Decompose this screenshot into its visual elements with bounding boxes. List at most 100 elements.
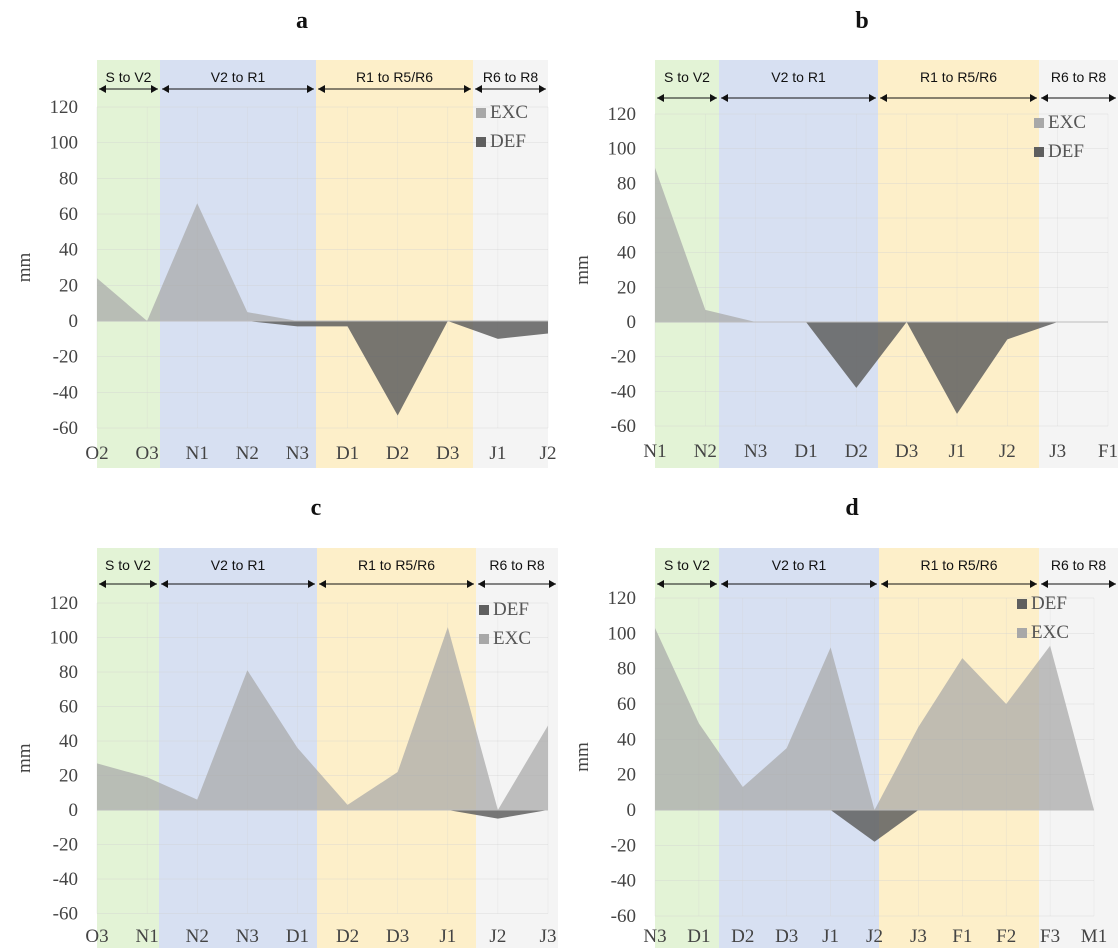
panel-letter: a [296,8,308,34]
x-tick-label: D2 [845,441,868,462]
data-point-exc [296,747,298,749]
stage-arrowhead-right [710,580,717,588]
data-point-exc [547,724,549,726]
data-point-exc [96,762,98,764]
x-tick-label: J2 [866,926,883,947]
data-point-exc [698,722,700,724]
data-point-exc [146,776,148,778]
legend-label-def: DEF [1031,593,1067,614]
y-tick-label: 60 [59,204,78,225]
x-tick-label: J1 [439,926,456,947]
x-tick-label: J3 [1049,441,1066,462]
series-area-def [655,810,1094,842]
y-tick-label: -20 [611,347,636,368]
x-tick-label: M1 [1081,926,1107,947]
stage-band-2 [719,60,878,468]
y-tick-label: 20 [59,275,78,296]
x-tick-label: J1 [822,926,839,947]
data-point-exc [961,657,963,659]
stage-band-4 [1039,60,1118,468]
panel-letter: c [311,495,322,521]
panel-letter: b [855,8,868,34]
x-tick-label: J3 [540,926,557,947]
stage-arrowhead-right [1030,580,1037,588]
x-tick-label: D1 [794,441,817,462]
stage-arrowhead-right [1109,94,1116,102]
y-tick-label: -60 [611,906,636,927]
x-tick-label: J2 [540,443,557,464]
chart-panel-c: -60 -40 -20 0 20 40 60 80 100 120 O3 N1 N2 N3 D1 D2 D3 J1… [14,495,558,948]
y-tick-label: 80 [617,659,636,680]
stage-arrowhead-right [151,85,158,93]
data-point-exc [654,627,656,629]
data-point-exc [196,798,198,800]
stage-arrowhead-right [869,94,876,102]
stage-label: R6 to R8 [483,69,538,85]
data-point-def [873,841,875,843]
legend-label-exc: EXC [1048,112,1086,133]
series-area-def [97,321,548,416]
stage-arrowhead-right [1030,94,1037,102]
data-point-exc [1049,645,1051,647]
stage-arrowhead-right [710,94,717,102]
y-tick-label: 80 [59,662,78,683]
series-area-exc [655,628,1094,810]
y-tick-label: -60 [53,418,78,439]
x-tick-label: N1 [643,441,666,462]
y-tick-label: 0 [627,800,637,821]
stage-arrowhead-right [870,580,877,588]
y-tick-label: 40 [617,729,636,750]
stage-label: S to V2 [664,69,710,85]
data-point-def [547,332,549,334]
x-tick-label: O3 [135,443,158,464]
stage-label: R6 to R8 [1051,557,1106,573]
stage-arrowhead-left [657,580,664,588]
y-tick-label: -20 [53,347,78,368]
x-tick-label: N2 [694,441,717,462]
data-point-def [346,325,348,327]
x-tick-label: O2 [85,443,108,464]
data-point-def [296,325,298,327]
y-tick-label: 120 [50,593,79,614]
stage-arrowhead-left [1041,580,1048,588]
y-axis-label: mm [14,743,35,773]
y-tick-label: -20 [53,835,78,856]
legend-label-exc: EXC [490,102,528,123]
y-tick-label: 100 [50,133,79,154]
x-tick-label: D1 [687,926,710,947]
data-point-exc [786,747,788,749]
stage-arrowhead-left [721,580,728,588]
x-tick-label: D2 [731,926,754,947]
x-tick-label: D2 [386,443,409,464]
y-tick-label: 60 [617,694,636,715]
legend-swatch-def [1034,147,1044,157]
x-tick-label: J2 [999,441,1016,462]
series-area-def [97,810,548,819]
y-tick-label: 40 [59,240,78,261]
stage-arrowhead-left [162,85,169,93]
stage-arrowhead-left [880,94,887,102]
y-tick-label: 100 [608,139,637,160]
stage-arrowhead-left [478,580,485,588]
x-tick-label: D3 [895,441,918,462]
legend-label-def: DEF [493,599,529,620]
x-tick-label: N3 [744,441,767,462]
stage-arrowhead-right [307,85,314,93]
x-tick-label: N3 [286,443,309,464]
y-tick-label: 100 [608,623,637,644]
y-tick-label: -60 [53,904,78,925]
panel-letter: d [845,495,859,521]
y-tick-label: 20 [59,766,78,787]
x-tick-label: F3 [1040,926,1060,947]
x-tick-label: N3 [236,926,259,947]
stage-label: V2 to R1 [772,557,827,573]
x-tick-label: J1 [489,443,506,464]
data-point-exc [246,311,248,313]
legend-swatch-exc [1017,628,1027,638]
y-tick-label: 120 [608,588,637,609]
stage-arrowhead-right [467,580,474,588]
legend-label-exc: EXC [1031,622,1069,643]
y-tick-label: -20 [611,835,636,856]
stage-arrowhead-left [161,580,168,588]
y-axis-label: mm [14,253,35,283]
